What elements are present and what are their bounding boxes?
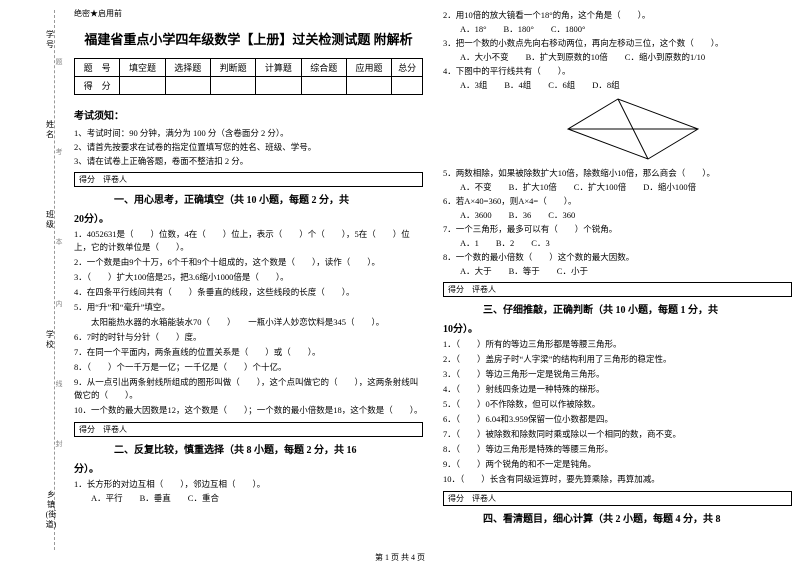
- td[interactable]: [256, 77, 301, 95]
- table-row: 题 号 填空题 选择题 判断题 计算题 综合题 应用题 总分: [75, 59, 423, 77]
- table-row: 得 分: [75, 77, 423, 95]
- grade-box: 得分 评卷人: [443, 491, 792, 506]
- page-content: 绝密★启用前 福建省重点小学四年级数学【上册】过关检测试题 附解析 题 号 填空…: [74, 8, 792, 549]
- binding-cut: 线: [54, 380, 64, 393]
- secret-mark: 绝密★启用前: [74, 8, 423, 19]
- s1-q: 太阳能热水器的水箱能装水70（ ） 一瓶小洋人妙恋饮料是345（ ）。: [74, 316, 423, 329]
- rhombus-figure: [528, 94, 708, 164]
- td[interactable]: [346, 77, 391, 95]
- section-2-heading: 二、反复比较，慎重选择（共 8 小题，每题 2 分，共 16: [74, 441, 423, 456]
- s1-q: 7．在同一个平面内，两条直线的位置关系是（ ）或（ ）。: [74, 346, 423, 359]
- th: 计算题: [256, 59, 301, 77]
- score-table: 题 号 填空题 选择题 判断题 计算题 综合题 应用题 总分 得 分: [74, 58, 423, 95]
- s1-q: 8．（ ）个一千万是一亿；一千亿是（ ）个十亿。: [74, 361, 423, 374]
- left-column: 绝密★启用前 福建省重点小学四年级数学【上册】过关检测试题 附解析 题 号 填空…: [74, 8, 423, 549]
- s1-q: 4．在四条平行线间共有（ ）条垂直的线段，这些线段的长度（ ）。: [74, 286, 423, 299]
- th: 填空题: [120, 59, 165, 77]
- s3-q: 6．（ ）6.04和3.959保留一位小数都是四。: [443, 413, 792, 426]
- s3-q: 2．（ ）盖房子时“人字梁”的结构利用了三角形的稳定性。: [443, 353, 792, 366]
- binding-cut: 题: [54, 58, 64, 71]
- s2-q1: 1．长方形的对边互相（ ），邻边互相（ ）。: [74, 478, 423, 491]
- s3-q: 9．（ ）两个锐角的和不一定是钝角。: [443, 458, 792, 471]
- s2-q8-opts: A．大于 B．等于 C．小于: [443, 265, 792, 278]
- section-4-heading: 四、看清题目，细心计算（共 2 小题，每题 4 分，共 8: [443, 510, 792, 525]
- grade-box: 得分 评卷人: [443, 282, 792, 297]
- s1-q: 10．一个数的最大因数是12，这个数是（ ）；一个数的最小倍数是18，这个数是（…: [74, 404, 423, 417]
- s2-q4-opts: A．3组 B．4组 C．6组 D．8组: [443, 79, 792, 92]
- th: 题 号: [75, 59, 120, 77]
- binding-label: 乡镇(街道): [44, 490, 58, 530]
- section-1-cont: 20分）。: [74, 210, 423, 225]
- binding-cut: 本: [54, 238, 64, 251]
- s3-q: 7．（ ）被除数和除数同时乘或除以一个相同的数，商不变。: [443, 428, 792, 441]
- th: 选择题: [165, 59, 210, 77]
- binding-cut: 考: [54, 148, 64, 161]
- s2-q3-opts: A．大小不变 B．扩大到原数的10倍 C．缩小到原数的1/10: [443, 51, 792, 64]
- s1-q: 5．用“升”和“毫升”填空。: [74, 301, 423, 314]
- grade-box: 得分 评卷人: [74, 422, 423, 437]
- s2-q6: 6．若A×40=360，则A×4=（ ）。: [443, 195, 792, 208]
- s3-q: 10．（ ）长含有同级运算时，要先算乘除，再算加减。: [443, 473, 792, 486]
- td[interactable]: [210, 77, 255, 95]
- s2-q2: 2．用10倍的放大镜看一个18°的角，这个角是（ ）。: [443, 9, 792, 22]
- s1-q: 6．7时的时针与分针（ ）度。: [74, 331, 423, 344]
- s1-q: 3．（ ）扩大100倍是25，把3.6缩小1000倍是（ ）。: [74, 271, 423, 284]
- td[interactable]: [120, 77, 165, 95]
- notice-heading: 考试须知：: [74, 107, 423, 122]
- s3-q: 5．（ ）0不作除数，但可以作被除数。: [443, 398, 792, 411]
- s2-q2-opts: A．18° B．180° C．1800°: [443, 23, 792, 36]
- s2-q1-opts: A．平行 B．垂直 C．重合: [74, 492, 423, 505]
- notice-item: 3、请在试卷上正确答题，卷面不整洁扣 2 分。: [74, 154, 423, 168]
- section-3-cont: 10分）。: [443, 320, 792, 335]
- page-footer: 第 1 页 共 4 页: [0, 552, 800, 563]
- binding-label: 班级: [44, 210, 56, 230]
- s1-q: 9．从一点引出两条射线所组成的图形叫做（ ），这个点叫做它的（ ），这两条射线叫…: [74, 376, 423, 402]
- binding-line: [54, 10, 55, 550]
- th: 综合题: [301, 59, 346, 77]
- grade-box: 得分 评卷人: [74, 172, 423, 187]
- notice-item: 1、考试时间：90 分钟，满分为 100 分（含卷面分 2 分）。: [74, 126, 423, 140]
- s3-q: 8．（ ）等边三角形是特殊的等腰三角形。: [443, 443, 792, 456]
- binding-margin: 学号 题 姓名 考 班级 本 内 学校 线 封 乡镇(街道): [0, 0, 70, 565]
- s2-q7: 7．一个三角形，最多可以有（ ）个锐角。: [443, 223, 792, 236]
- binding-label: 学校: [44, 330, 56, 350]
- binding-cut: 内: [54, 300, 64, 313]
- binding-label: 学号: [44, 30, 56, 50]
- notice-item: 2、请首先按要求在试卷的指定位置填写您的姓名、班级、学号。: [74, 140, 423, 154]
- td: 得 分: [75, 77, 120, 95]
- s2-q5: 5．两数相除，如果被除数扩大10倍，除数缩小10倍，那么商会（ ）。: [443, 167, 792, 180]
- s2-q3: 3．把一个数的小数点先向右移动两位，再向左移动三位，这个数（ ）。: [443, 37, 792, 50]
- section-3-heading: 三、仔细推敲，正确判断（共 10 小题，每题 1 分，共: [443, 301, 792, 316]
- th: 总分: [392, 59, 423, 77]
- s3-q: 1．（ ）所有的等边三角形都是等腰三角形。: [443, 338, 792, 351]
- s2-q5-opts: A．不变 B．扩大10倍 C．扩大100倍 D．缩小100倍: [443, 181, 792, 194]
- s2-q8: 8．一个数的最小倍数（ ）这个数的最大因数。: [443, 251, 792, 264]
- section-2-cont: 分）。: [74, 460, 423, 475]
- th: 应用题: [346, 59, 391, 77]
- binding-cut: 封: [54, 440, 64, 453]
- notice-list: 1、考试时间：90 分钟，满分为 100 分（含卷面分 2 分）。 2、请首先按…: [74, 126, 423, 168]
- exam-title: 福建省重点小学四年级数学【上册】过关检测试题 附解析: [74, 29, 423, 48]
- s2-q6-opts: A．3600 B．36 C．360: [443, 209, 792, 222]
- s1-q: 2．一个数是由9个十万，6个千和9个十组成的，这个数是（ ），读作（ ）。: [74, 256, 423, 269]
- section-1-heading: 一、用心思考，正确填空（共 10 小题，每题 2 分，共: [74, 191, 423, 206]
- td[interactable]: [165, 77, 210, 95]
- s3-q: 4．（ ）射线四条边是一种特殊的梯形。: [443, 383, 792, 396]
- binding-label: 姓名: [44, 120, 56, 140]
- td[interactable]: [392, 77, 423, 95]
- s1-q: 1．4052631是（ ）位数，4在（ ）位上，表示（ ）个（ ），5在（ ）位…: [74, 228, 423, 254]
- s2-q4: 4．下图中的平行线共有（ ）。: [443, 65, 792, 78]
- td[interactable]: [301, 77, 346, 95]
- right-column: 2．用10倍的放大镜看一个18°的角，这个角是（ ）。 A．18° B．180°…: [443, 8, 792, 549]
- s3-q: 3．（ ）等边三角形一定是锐角三角形。: [443, 368, 792, 381]
- th: 判断题: [210, 59, 255, 77]
- s2-q7-opts: A．1 B．2 C．3: [443, 237, 792, 250]
